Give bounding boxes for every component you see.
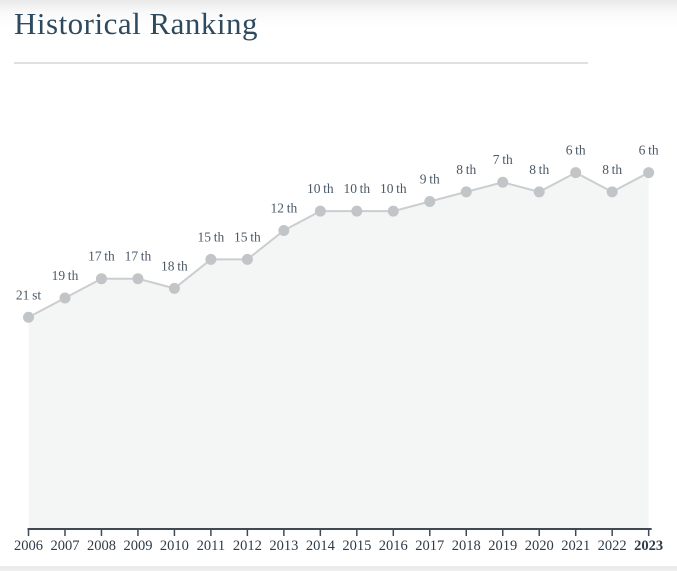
point-label-2013: 12 th [271, 200, 298, 215]
x-axis-label-2014: 2014 [306, 538, 336, 554]
area-fill [28, 172, 649, 529]
point-label-2015: 10 th [343, 181, 370, 196]
data-point-2006 [23, 311, 34, 323]
data-point-2009 [132, 273, 144, 285]
point-label-2021: 6 th [566, 143, 586, 158]
x-axis-label-2012: 2012 [233, 538, 262, 554]
x-axis-label-2016: 2016 [379, 538, 408, 554]
data-point-2008 [95, 273, 107, 285]
point-label-2018: 8 th [456, 162, 476, 177]
point-label-2007: 19 th [52, 268, 79, 283]
data-point-2020 [533, 186, 545, 198]
data-point-2012 [241, 253, 253, 265]
data-point-2016 [387, 205, 399, 217]
x-axis-label-2015: 2015 [342, 538, 371, 554]
x-axis-label-2008: 2008 [87, 538, 116, 554]
x-axis-label-2009: 2009 [123, 538, 152, 554]
data-point-2015 [351, 205, 363, 217]
point-label-2020: 8 th [529, 162, 549, 177]
data-point-2018 [460, 186, 472, 198]
point-label-2008: 17 th [88, 249, 115, 264]
x-axis-label-2013: 2013 [269, 538, 298, 554]
x-axis-label-2019: 2019 [488, 538, 517, 554]
x-axis-label-2020: 2020 [525, 538, 554, 554]
data-point-2007 [59, 292, 71, 304]
x-axis-label-2007: 2007 [50, 538, 79, 554]
x-axis-label-2022: 2022 [598, 538, 627, 554]
point-label-2017: 9 th [420, 172, 440, 187]
point-label-2023: 6 th [639, 143, 659, 158]
x-axis-label-2021: 2021 [561, 538, 590, 554]
point-label-2016: 10 th [380, 181, 407, 196]
x-axis-label-2018: 2018 [452, 538, 481, 554]
x-axis-label-2006: 2006 [14, 538, 43, 554]
x-axis-label-2011: 2011 [197, 538, 225, 554]
page-title: Historical Ranking [14, 6, 259, 41]
ranking-line [28, 171, 650, 319]
point-label-2010: 18 th [161, 258, 188, 273]
data-point-2013 [278, 224, 290, 236]
data-point-2019 [497, 176, 509, 188]
x-axis-label-2010: 2010 [160, 538, 189, 554]
point-label-2019: 7 th [493, 152, 513, 167]
point-label-2006: 21 st [16, 287, 41, 302]
point-label-2012: 15 th [234, 229, 261, 244]
title-divider [14, 62, 588, 64]
point-label-2009: 17 th [125, 249, 152, 264]
data-point-2011 [205, 253, 217, 265]
x-axis-label-2023: 2023 [634, 538, 663, 554]
point-label-2014: 10 th [307, 181, 334, 196]
x-axis-label-2017: 2017 [415, 538, 444, 554]
data-point-2022 [606, 186, 618, 198]
data-point-2023 [643, 167, 655, 179]
data-point-2014 [314, 205, 326, 217]
point-label-2022: 8 th [602, 162, 622, 177]
point-label-2011: 15 th [198, 229, 225, 244]
data-point-2017 [424, 196, 436, 208]
data-point-2021 [570, 167, 582, 179]
data-point-2010 [168, 282, 180, 294]
